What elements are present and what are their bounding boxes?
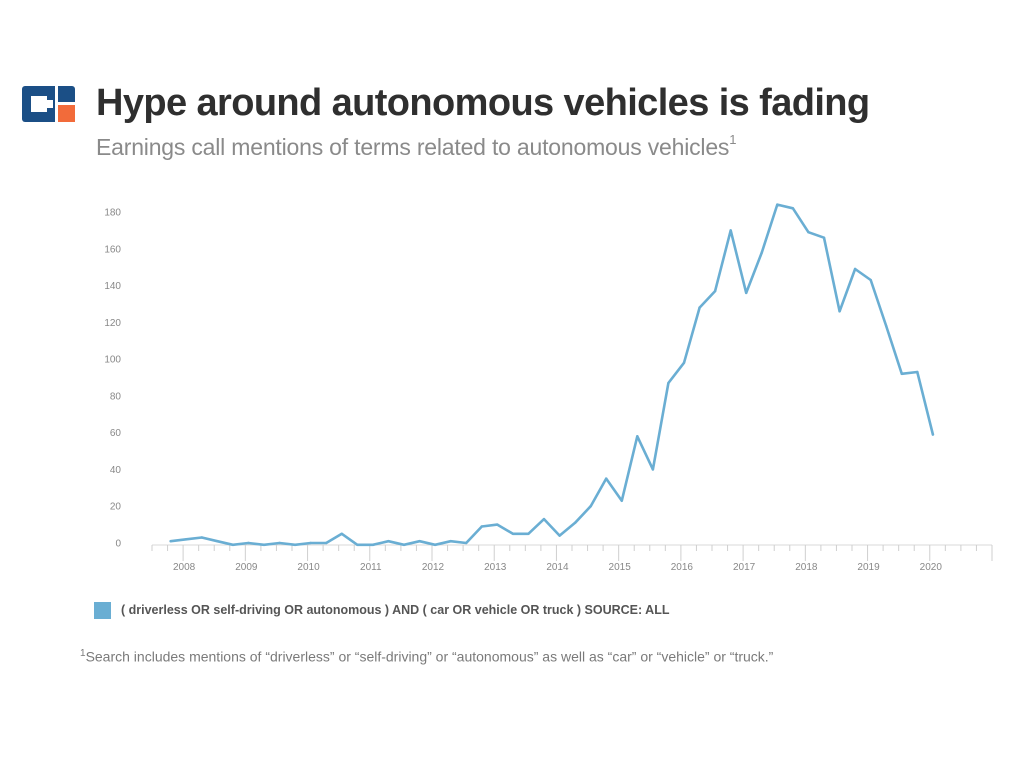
data-point [605, 477, 608, 480]
data-point [558, 534, 561, 537]
data-point [760, 251, 763, 254]
y-tick-label: 100 [104, 355, 121, 366]
x-tick-label: 2018 [795, 562, 818, 573]
data-point [496, 523, 499, 526]
x-tick-label: 2014 [546, 562, 569, 573]
x-tick-label: 2013 [484, 562, 507, 573]
y-tick-label: 80 [110, 391, 122, 402]
x-tick-label: 2017 [733, 562, 756, 573]
x-tick-label: 2012 [422, 562, 445, 573]
data-point [293, 543, 297, 547]
data-point [651, 468, 655, 471]
data-point [402, 543, 406, 547]
data-point [900, 372, 903, 376]
footnote-text: Search includes mentions of “driverless”… [85, 648, 774, 665]
chart-title: Hype around autonomous vehicles is fadin… [96, 82, 870, 124]
data-point [185, 538, 188, 541]
cb-insights-logo-icon [22, 86, 75, 122]
data-point [169, 539, 172, 543]
data-point [356, 543, 359, 547]
legend-label: ( driverless OR self-driving OR autonomo… [121, 603, 670, 617]
chart-subtitle: Earnings call mentions of terms related … [96, 132, 737, 161]
data-point [729, 229, 732, 232]
data-point [465, 541, 468, 545]
data-point [309, 541, 312, 545]
line-chart: 0 20 40 60 80 100 120 140 160 180 2008 2009 2010 201… [104, 203, 993, 573]
data-point [278, 541, 281, 545]
data-point [387, 539, 390, 543]
data-point [449, 539, 452, 543]
data-point [776, 203, 779, 206]
data-point [371, 543, 375, 547]
data-point [511, 532, 515, 536]
data-point [885, 324, 888, 328]
data-point [713, 289, 717, 293]
data-point [325, 541, 328, 545]
data-point [247, 541, 250, 545]
data-point [200, 536, 203, 539]
y-tick-label: 60 [110, 428, 122, 439]
x-axis-labels: 2008 2009 2010 2011 2012 2013 2014 2015 2016 2017… [173, 562, 942, 573]
data-point [216, 539, 219, 543]
data-point [573, 521, 577, 524]
y-tick-label: 120 [104, 318, 121, 329]
x-tick-label: 2008 [173, 562, 196, 573]
data-point [636, 435, 639, 438]
data-point [527, 532, 530, 536]
data-point [791, 207, 795, 210]
y-axis-labels: 0 20 40 60 80 100 120 140 160 180 [104, 208, 121, 550]
data-point [262, 543, 266, 547]
legend-swatch [94, 601, 111, 619]
x-tick-label: 2019 [857, 562, 880, 573]
data-point [231, 543, 235, 547]
y-tick-label: 0 [115, 539, 121, 550]
data-point [620, 499, 623, 502]
data-point [822, 236, 826, 239]
y-tick-label: 180 [104, 208, 121, 219]
data-point [480, 525, 483, 528]
data-point [807, 231, 810, 234]
x-tick-label: 2016 [671, 562, 694, 573]
x-tick-label: 2015 [609, 562, 632, 573]
data-point [698, 306, 701, 309]
data-point [916, 370, 919, 374]
data-point [838, 310, 841, 313]
data-point [340, 532, 343, 536]
data-point [418, 539, 421, 543]
series-group [169, 203, 935, 547]
x-tick-label: 2011 [360, 562, 382, 573]
data-point [931, 433, 935, 436]
data-point [853, 267, 857, 271]
x-tick-label: 2010 [297, 562, 320, 573]
data-point [542, 517, 546, 521]
footnote: 1Search includes mentions of “driverless… [80, 648, 773, 665]
y-tick-label: 160 [104, 244, 121, 255]
series-line [169, 203, 935, 547]
legend: ( driverless OR self-driving OR autonomo… [94, 600, 669, 620]
x-tick-label: 2020 [920, 562, 943, 573]
footnote-marker: 1 [80, 648, 86, 659]
subtitle-footnote-marker: 1 [729, 132, 737, 148]
data-point [745, 291, 748, 295]
subtitle-text: Earnings call mentions of terms related … [96, 134, 730, 160]
data-point [869, 278, 872, 282]
y-tick-label: 40 [110, 465, 122, 476]
data-point [589, 505, 592, 508]
data-point [682, 361, 686, 364]
y-tick-label: 20 [110, 502, 122, 513]
y-tick-label: 140 [104, 281, 121, 292]
x-tick-label: 2009 [235, 562, 258, 573]
data-point [667, 381, 670, 385]
x-axis-ticks [151, 545, 993, 561]
data-point [433, 543, 437, 547]
